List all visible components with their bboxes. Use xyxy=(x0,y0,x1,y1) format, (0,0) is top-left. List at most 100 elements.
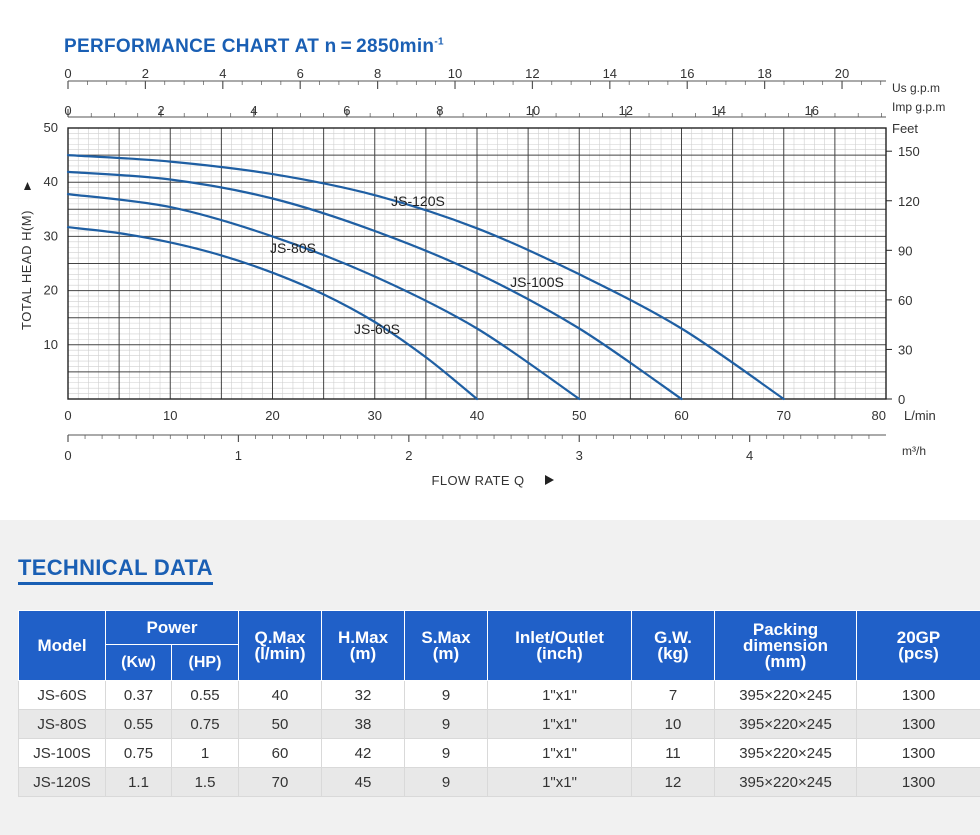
series-label-js-100s: JS-100S xyxy=(510,274,564,290)
table-row: JS-80S 0.55 0.75 50 38 9 1"x1" 10 395×22… xyxy=(18,709,980,739)
m3h-tick-label: 4 xyxy=(746,448,753,463)
impgpm-tick-label: 6 xyxy=(343,103,350,118)
right-axis-unit: Feet xyxy=(892,121,918,136)
m3h-tick-label: 0 xyxy=(64,448,71,463)
usgpm-tick-label: 4 xyxy=(219,66,226,81)
header-inlet-outlet: Inlet/Outlet (inch) xyxy=(487,610,632,681)
x-axis-title: FLOW RATE Q xyxy=(432,473,525,488)
y-axis-title: TOTAL HEAD H(M) xyxy=(19,210,34,330)
y-tick-label: 40 xyxy=(44,174,58,189)
cell-20gp: 1300 xyxy=(856,709,980,739)
impgpm-axis-unit: Imp g.p.m xyxy=(892,100,945,114)
m3h-tick-label: 3 xyxy=(576,448,583,463)
header-kw: (Kw) xyxy=(105,644,172,681)
x-tick-label: 30 xyxy=(368,408,382,423)
right-tick-label: 60 xyxy=(898,293,912,308)
impgpm-tick-label: 4 xyxy=(250,103,257,118)
right-tick-label: 90 xyxy=(898,243,912,258)
cell-packing: 395×220×245 xyxy=(714,680,857,710)
impgpm-tick-label: 12 xyxy=(619,103,633,118)
cell-model: JS-120S xyxy=(18,767,106,797)
technical-data-title: TECHNICAL DATA xyxy=(18,555,213,585)
x-tick-label: 50 xyxy=(572,408,586,423)
header-smax: S.Max (m) xyxy=(404,610,488,681)
header-hmax: H.Max (m) xyxy=(321,610,405,681)
header-model: Model xyxy=(18,610,106,681)
header-qmax: Q.Max (l/min) xyxy=(238,610,322,681)
right-tick-label: 150 xyxy=(898,144,920,159)
cell-hp: 1 xyxy=(171,738,239,768)
cell-inlet: 1"x1" xyxy=(487,709,632,739)
cell-hmax: 38 xyxy=(321,709,405,739)
series-line-js-60s xyxy=(66,226,479,401)
cell-smax: 9 xyxy=(404,709,488,739)
cell-smax: 9 xyxy=(404,680,488,710)
impgpm-tick-label: 0 xyxy=(64,103,71,118)
impgpm-tick-label: 2 xyxy=(157,103,164,118)
impgpm-tick-label: 14 xyxy=(712,103,726,118)
cell-hmax: 45 xyxy=(321,767,405,797)
technical-data-table: Model Power Q.Max (l/min) H.Max (m) S.Max(… xyxy=(18,610,980,797)
y-tick-label: 10 xyxy=(44,337,58,352)
cell-kw: 0.37 xyxy=(105,680,172,710)
cell-kw: 1.1 xyxy=(105,767,172,797)
table-row: JS-60S 0.37 0.55 40 32 9 1"x1" 7 395×220… xyxy=(18,680,980,710)
right-tick-label: 120 xyxy=(898,194,920,209)
cell-20gp: 1300 xyxy=(856,680,980,710)
table-row: JS-120S 1.1 1.5 70 45 9 1"x1" 12 395×220… xyxy=(18,767,980,797)
cell-smax: 9 xyxy=(404,738,488,768)
cell-qmax: 70 xyxy=(238,767,322,797)
cell-packing: 395×220×245 xyxy=(714,738,857,768)
x-axis-arrow-icon xyxy=(545,475,554,485)
cell-hmax: 42 xyxy=(321,738,405,768)
impgpm-tick-label: 8 xyxy=(436,103,443,118)
table-row: JS-100S 0.75 1 60 42 9 1"x1" 11 395×220×… xyxy=(18,738,980,768)
cell-qmax: 60 xyxy=(238,738,322,768)
x-tick-label: 80 xyxy=(872,408,886,423)
cell-qmax: 50 xyxy=(238,709,322,739)
right-tick-label: 30 xyxy=(898,342,912,357)
header-gw: G.W. (kg) xyxy=(631,610,715,681)
header-20gp: 20GP (pcs) xyxy=(856,610,980,681)
y-tick-label: 50 xyxy=(44,120,58,135)
labels: TOTAL HEAD H(M) FLOW RATE Q JS-60S JS-80S JS… xyxy=(19,182,564,488)
cell-inlet: 1"x1" xyxy=(487,680,632,710)
grid xyxy=(68,128,886,399)
cell-kw: 0.55 xyxy=(105,709,172,739)
impgpm-tick-label: 16 xyxy=(804,103,818,118)
cell-gw: 12 xyxy=(631,767,715,797)
usgpm-tick-label: 14 xyxy=(603,66,617,81)
impgpm-tick-label: 10 xyxy=(526,103,540,118)
cell-inlet: 1"x1" xyxy=(487,767,632,797)
cell-inlet: 1"x1" xyxy=(487,738,632,768)
header-hp: (HP) xyxy=(171,644,239,681)
x-tick-label: 10 xyxy=(163,408,177,423)
usgpm-tick-label: 18 xyxy=(757,66,771,81)
usgpm-tick-label: 12 xyxy=(525,66,539,81)
cell-gw: 7 xyxy=(631,680,715,710)
cell-packing: 395×220×245 xyxy=(714,767,857,797)
usgpm-tick-label: 10 xyxy=(448,66,462,81)
header-packing: Packing dimension (mm) xyxy=(714,610,857,681)
cell-model: JS-60S xyxy=(18,680,106,710)
usgpm-axis-unit: Us g.p.m xyxy=(892,81,940,95)
y-tick-label: 20 xyxy=(44,283,58,298)
cell-model: JS-100S xyxy=(18,738,106,768)
usgpm-tick-label: 6 xyxy=(297,66,304,81)
usgpm-tick-label: 2 xyxy=(142,66,149,81)
x-tick-label: 60 xyxy=(674,408,688,423)
series-line-js-80s xyxy=(66,193,581,401)
cell-model: JS-80S xyxy=(18,709,106,739)
x-tick-label: 0 xyxy=(64,408,71,423)
series-label-js-80s: JS-80S xyxy=(270,240,316,256)
series-label-js-120s: JS-120S xyxy=(391,193,445,209)
cell-hp: 0.75 xyxy=(171,709,239,739)
header-power: Power xyxy=(105,610,239,645)
cell-kw: 0.75 xyxy=(105,738,172,768)
cell-gw: 10 xyxy=(631,709,715,739)
m3h-axis-unit: m³/h xyxy=(902,444,926,458)
series-label-js-60s: JS-60S xyxy=(354,321,400,337)
series-line-js-120s xyxy=(66,154,785,401)
cell-gw: 11 xyxy=(631,738,715,768)
right-tick-label: 0 xyxy=(898,392,905,407)
